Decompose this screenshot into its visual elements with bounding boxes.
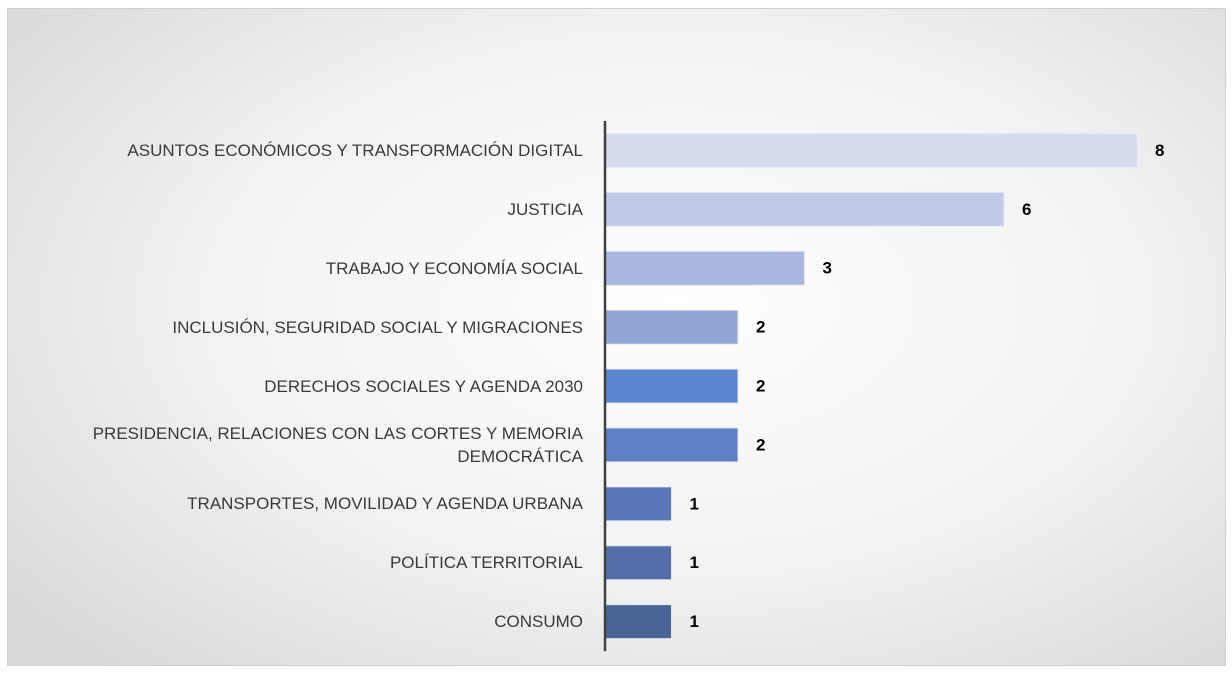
- data-label: 2: [756, 377, 765, 396]
- data-label: 1: [690, 494, 699, 513]
- category-label: POLÍTICA TERRITORIAL: [389, 553, 583, 573]
- data-label: 1: [690, 612, 699, 631]
- bar: [604, 309, 739, 345]
- bar: [604, 191, 1005, 227]
- data-label: 6: [1022, 200, 1031, 219]
- data-label: 2: [756, 435, 765, 454]
- data-label: 3: [823, 259, 832, 278]
- category-label: ASUNTOS ECONÓMICOS Y TRANSFORMACIÓN DIGI…: [127, 140, 583, 160]
- data-label: 2: [756, 318, 765, 337]
- data-label: 1: [690, 553, 699, 572]
- bar: [604, 427, 739, 463]
- bar: [604, 604, 672, 640]
- bar: [604, 368, 739, 404]
- bar: [604, 250, 805, 286]
- data-label: 8: [1155, 141, 1164, 160]
- category-label: PRESIDENCIA, RELACIONES CON LAS CORTES Y…: [92, 423, 583, 466]
- bar: [604, 486, 672, 522]
- bar: [604, 545, 672, 581]
- category-label: TRABAJO Y ECONOMÍA SOCIAL: [325, 258, 583, 278]
- category-label: TRANSPORTES, MOVILIDAD Y AGENDA URBANA: [187, 494, 583, 514]
- category-label: JUSTICIA: [507, 199, 583, 219]
- bar: [604, 132, 1138, 168]
- category-label: INCLUSIÓN, SEGURIDAD SOCIAL Y MIGRACIONE…: [172, 317, 583, 337]
- category-label: DERECHOS SOCIALES Y AGENDA 2030: [264, 376, 583, 396]
- category-label: CONSUMO: [494, 612, 583, 632]
